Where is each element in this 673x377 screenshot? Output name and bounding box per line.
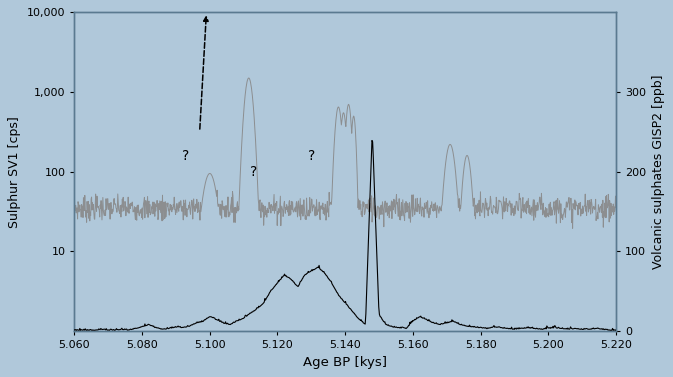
Text: ?: ? <box>250 165 258 179</box>
X-axis label: Age BP [kys]: Age BP [kys] <box>304 356 387 369</box>
Y-axis label: Sulphur SV1 [cps]: Sulphur SV1 [cps] <box>8 116 22 228</box>
Text: ?: ? <box>308 149 315 163</box>
Text: ?: ? <box>182 149 190 163</box>
Y-axis label: Volcanic sulphates GISP2 [ppb]: Volcanic sulphates GISP2 [ppb] <box>651 75 665 269</box>
